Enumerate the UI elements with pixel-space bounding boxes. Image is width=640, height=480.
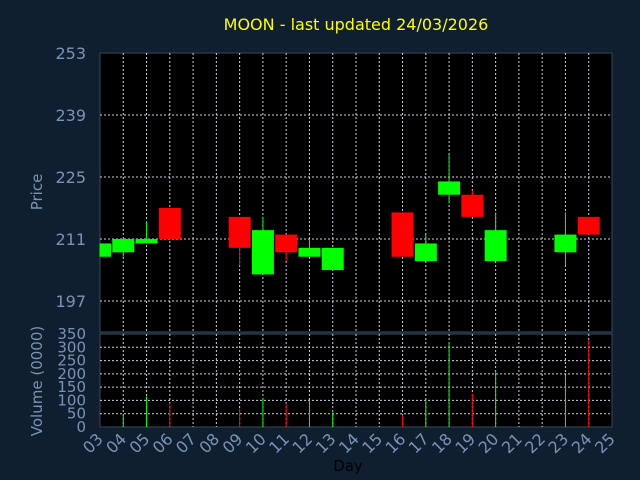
candle-body <box>298 247 321 257</box>
candle-body <box>228 216 251 248</box>
price-y-tick-label: 253 <box>55 44 86 63</box>
candle-23 <box>554 212 577 266</box>
x-axis-ticks: 0304050607080910111213141516171819202122… <box>79 429 619 457</box>
x-axis-label: Day <box>333 457 363 475</box>
volume-bars <box>122 339 590 427</box>
volume-axis-label: Volume (0000) <box>28 326 46 436</box>
volume-y-tick-label: 300 <box>57 338 86 356</box>
candle-12 <box>298 239 321 257</box>
candle-24 <box>577 216 600 235</box>
candle-11 <box>275 234 298 262</box>
candle-body <box>158 208 181 239</box>
candle-09 <box>228 216 251 266</box>
candle-19 <box>461 190 484 217</box>
candle-body <box>275 234 298 253</box>
candle-body <box>100 243 111 257</box>
volume-y-tick-label: 200 <box>57 365 86 383</box>
candle-20 <box>484 212 507 262</box>
candle-13 <box>321 247 344 270</box>
price-y-tick-label: 225 <box>55 168 86 187</box>
price-panel: 197 211 225 239 253 Price <box>28 44 613 333</box>
candle-06 <box>158 208 181 239</box>
candle-body <box>438 181 461 195</box>
candle-body <box>484 230 507 262</box>
candle-body <box>461 194 484 217</box>
candle-body <box>112 239 135 253</box>
volume-y-tick-label: 100 <box>57 391 86 409</box>
candle-10 <box>251 216 274 275</box>
volume-y-tick-label: 250 <box>57 352 86 370</box>
candle-05 <box>135 221 158 244</box>
price-y-ticks: 197 211 225 239 253 <box>55 44 86 311</box>
price-axis-label: Price <box>28 174 46 211</box>
price-y-tick-label: 197 <box>55 292 86 311</box>
candle-body <box>321 247 344 270</box>
volume-y-tick-label: 50 <box>67 405 86 423</box>
chart-title: MOON - last updated 24/03/2026 <box>224 15 489 34</box>
price-y-tick-label: 211 <box>55 230 86 249</box>
candles <box>99 154 600 275</box>
candle-04 <box>112 239 135 257</box>
volume-y-tick-label: 0 <box>76 418 86 436</box>
candle-body <box>414 243 437 262</box>
candle-body <box>135 239 158 244</box>
candle-18 <box>438 154 461 204</box>
price-y-tick-label: 239 <box>55 106 86 125</box>
candle-body <box>554 234 577 253</box>
volume-y-tick-label: 350 <box>57 325 86 343</box>
candle-16 <box>391 212 414 257</box>
price-grid <box>100 53 612 332</box>
candle-03 <box>99 243 111 257</box>
candle-body <box>577 216 600 235</box>
candle-body <box>251 230 274 275</box>
candle-17 <box>414 234 437 262</box>
volume-y-tick-label: 150 <box>57 378 86 396</box>
candle-body <box>391 212 414 257</box>
